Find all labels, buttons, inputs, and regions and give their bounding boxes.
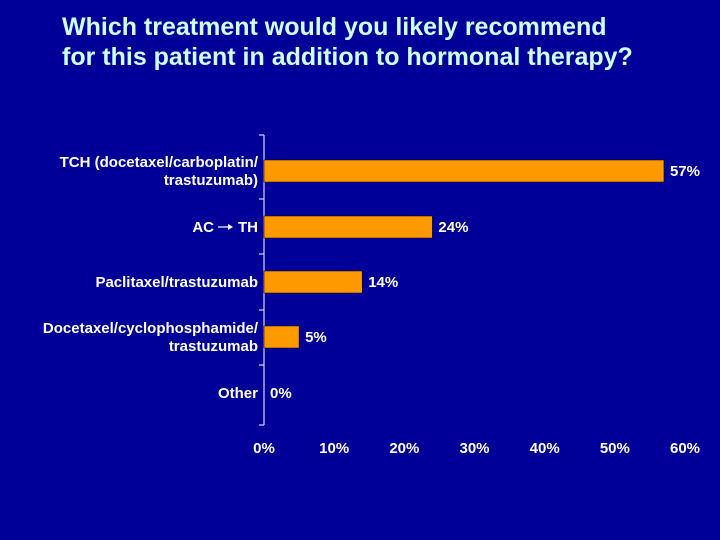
data-label: 0%	[270, 385, 292, 402]
arrow-icon	[228, 224, 233, 230]
x-tick-label: 30%	[459, 440, 489, 457]
x-tick-label: 40%	[530, 440, 560, 457]
data-label: 57%	[670, 163, 700, 180]
x-tick-label: 10%	[319, 440, 349, 457]
category-label: AC	[192, 219, 214, 236]
bar	[263, 215, 433, 239]
category-label: Paclitaxel/trastuzumab	[95, 274, 258, 291]
category-label: trastuzumab)	[164, 172, 258, 189]
data-label: 5%	[305, 329, 327, 346]
title-line-2: for this patient in addition to hormonal…	[62, 43, 633, 71]
title-line-1: Which treatment would you likely recomme…	[62, 13, 607, 41]
bar	[263, 159, 665, 183]
data-label: 24%	[438, 219, 468, 236]
category-label: Docetaxel/cyclophosphamide/	[43, 320, 259, 337]
category-label: TCH (docetaxel/carboplatin/	[60, 154, 259, 171]
category-label: trastuzumab	[169, 338, 258, 355]
bar	[263, 270, 363, 294]
x-tick-label: 50%	[600, 440, 630, 457]
data-label: 14%	[368, 274, 398, 291]
category-label: Other	[218, 385, 258, 402]
bar	[263, 325, 300, 349]
category-label: TH	[238, 219, 258, 236]
x-tick-label: 20%	[389, 440, 419, 457]
chart-title: Which treatment would you likely recomme…	[62, 12, 702, 72]
x-tick-label: 0%	[253, 440, 275, 457]
x-tick-label: 60%	[670, 440, 700, 457]
